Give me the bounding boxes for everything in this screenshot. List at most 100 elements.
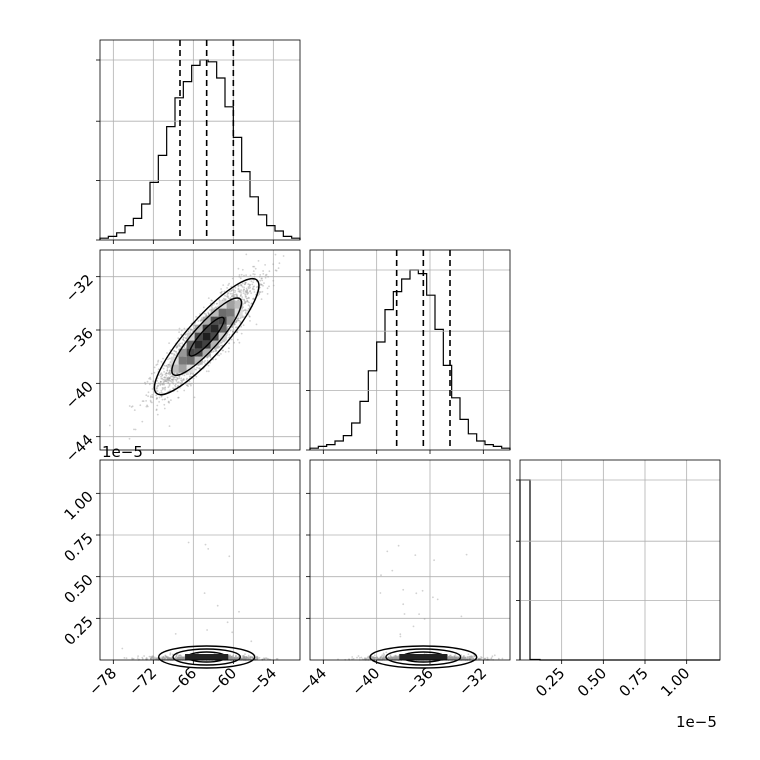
density-point [168, 377, 171, 380]
density-point [252, 297, 254, 300]
density-point [183, 340, 186, 342]
scatter-p0-p2-xtick-label-3: −60 [205, 664, 240, 699]
scatter-p0-p2-xtick-label-0: −78 [85, 664, 120, 699]
density-point [244, 281, 247, 284]
density-point [170, 380, 173, 383]
scatter-p0-p2-ytick-label-2: 0.75 [60, 529, 96, 565]
density-point [163, 383, 166, 386]
density-point [185, 378, 188, 381]
density-point [239, 295, 242, 297]
density-point [250, 302, 253, 305]
density-point [179, 382, 182, 384]
density-point [204, 543, 207, 546]
density-point [221, 344, 223, 347]
density-point [245, 297, 248, 300]
density-point [244, 302, 246, 305]
density-point [149, 400, 152, 403]
density-point [235, 295, 238, 298]
density-point [250, 280, 253, 283]
density-point [252, 298, 255, 300]
density-point [174, 378, 177, 381]
density-point [234, 289, 237, 292]
density-point [211, 307, 214, 309]
density-point [266, 293, 269, 295]
density-point [146, 380, 149, 383]
density-point [210, 351, 213, 353]
density-point [251, 283, 254, 286]
scatter-p0-p2-ytick-label-3: 1.00 [60, 487, 96, 523]
density-point [238, 290, 241, 293]
density-point [228, 342, 231, 345]
density-point [186, 377, 188, 380]
density-point [162, 357, 164, 360]
density-point [177, 337, 180, 340]
density-point [212, 358, 215, 361]
density-point [166, 378, 169, 381]
density-point [200, 318, 203, 321]
hist-p1-frame [309, 249, 511, 451]
density-point [243, 288, 245, 291]
density-point [229, 329, 232, 332]
density-point [248, 301, 250, 304]
density-point [149, 395, 152, 398]
density-point [177, 377, 179, 380]
density-point [247, 296, 250, 299]
density-point [262, 273, 265, 275]
density-point [214, 358, 217, 361]
density-point [232, 330, 234, 333]
density-point [268, 270, 271, 273]
density-point [248, 297, 250, 300]
density-point [161, 377, 164, 380]
density-point [182, 338, 185, 341]
density-point [166, 377, 169, 380]
density-point [157, 384, 159, 387]
density-point [205, 370, 208, 373]
density-point [272, 279, 275, 282]
density-point [240, 325, 243, 328]
density-point [173, 350, 176, 352]
density-point [239, 277, 242, 280]
density-point [177, 343, 180, 346]
density-point [180, 379, 182, 382]
density-point [386, 550, 389, 553]
density-point [229, 297, 232, 299]
density-point [260, 283, 263, 286]
density-point [263, 657, 265, 660]
density-point [241, 296, 244, 298]
density-point [160, 391, 163, 394]
density-point [161, 388, 164, 391]
density-point [402, 603, 405, 606]
density-point [216, 604, 219, 607]
density-point [211, 299, 214, 302]
density-point [161, 383, 164, 386]
density-point [169, 653, 172, 656]
density-point [160, 377, 163, 380]
density-point [167, 390, 170, 393]
density-point [170, 399, 172, 401]
density-point [162, 378, 165, 381]
density-point [276, 658, 279, 660]
density-point [432, 596, 434, 599]
density-point [224, 298, 226, 301]
density-point [189, 373, 192, 376]
density-point [226, 287, 229, 289]
density-point [236, 318, 239, 321]
density-point [235, 293, 238, 296]
density-point [185, 337, 188, 339]
density-point [245, 290, 248, 293]
density-point [164, 387, 166, 389]
density-cell [202, 340, 211, 349]
density-point [175, 351, 178, 353]
density-point [170, 378, 173, 381]
density-point [133, 428, 135, 431]
density-point [178, 656, 181, 659]
density-point [259, 274, 262, 276]
density-point [215, 306, 217, 309]
density-point [243, 283, 246, 286]
density-point [169, 375, 172, 378]
density-point [121, 647, 124, 650]
density-point [149, 396, 152, 399]
density-point [165, 364, 168, 367]
density-point [145, 394, 148, 397]
density-point [246, 309, 249, 312]
